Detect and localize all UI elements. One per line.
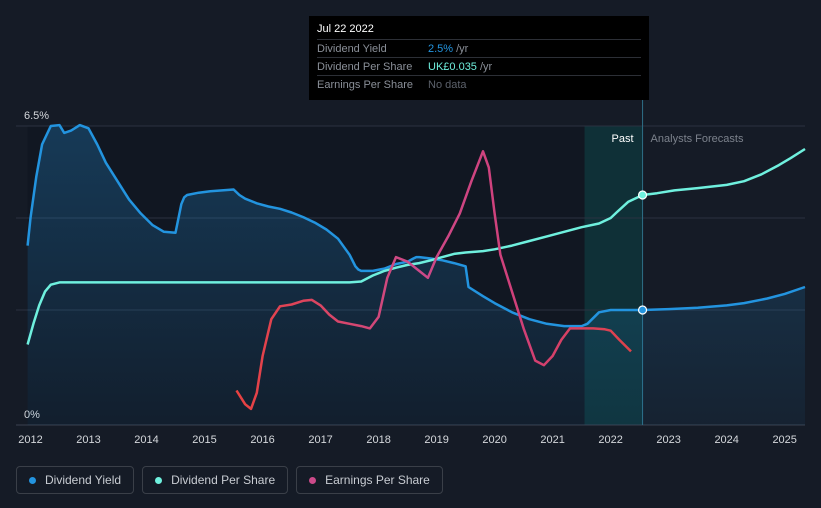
tooltip-unit: /yr bbox=[456, 42, 469, 55]
y-axis-top-label: 6.5% bbox=[24, 110, 49, 122]
tooltip-date: Jul 22 2022 bbox=[317, 23, 374, 35]
legend-dot-icon bbox=[29, 476, 36, 484]
legend-label: Earnings Per Share bbox=[325, 473, 430, 487]
tooltip-label: Dividend Per Share bbox=[317, 60, 413, 73]
tooltip-value: UK£0.035 bbox=[428, 60, 477, 73]
legend-label: Dividend Yield bbox=[45, 473, 122, 487]
dividend-per-share-line bbox=[26, 147, 806, 345]
earnings-per-share-line bbox=[235, 150, 632, 411]
dividend-yield-area bbox=[27, 125, 806, 425]
hover-marker bbox=[637, 190, 648, 200]
x-tick-label: 2021 bbox=[540, 434, 564, 446]
x-tick-label: 2015 bbox=[192, 434, 216, 446]
x-tick-label: 2012 bbox=[18, 434, 42, 446]
tooltip-label: Earnings Per Share bbox=[317, 78, 413, 91]
legend-dot-icon bbox=[309, 476, 317, 484]
tooltip-panel: Jul 22 2022 Dividend Yield 2.5% /yr Divi… bbox=[309, 16, 649, 100]
x-tick-label: 2025 bbox=[772, 434, 796, 446]
legend-item-dividend-yield[interactable]: Dividend Yield bbox=[16, 466, 135, 494]
tooltip-row-yield: Dividend Yield 2.5% /yr bbox=[317, 39, 641, 57]
x-tick-label: 2024 bbox=[714, 434, 738, 446]
x-tick-label: 2019 bbox=[424, 434, 448, 446]
x-tick-label: 2023 bbox=[656, 434, 680, 446]
x-tick-label: 2016 bbox=[250, 434, 274, 446]
past-label: Past bbox=[612, 133, 634, 145]
forecast-label: Analysts Forecasts bbox=[651, 133, 744, 145]
tooltip-label: Dividend Yield bbox=[317, 42, 387, 55]
tooltip-value: 2.5% bbox=[428, 42, 454, 55]
tooltip-row-dps: Dividend Per Share UK£0.035 /yr bbox=[317, 57, 641, 75]
tooltip-row-eps: Earnings Per Share No data bbox=[317, 75, 641, 93]
tooltip-value: No data bbox=[428, 78, 467, 91]
legend-dot-icon bbox=[155, 476, 163, 484]
legend-item-earnings-per-share[interactable]: Earnings Per Share bbox=[296, 466, 443, 494]
legend-label: Dividend Per Share bbox=[171, 473, 276, 487]
hover-marker bbox=[637, 305, 648, 315]
x-tick-label: 2017 bbox=[308, 434, 332, 446]
dividend-yield-line bbox=[26, 123, 806, 328]
tooltip-unit: /yr bbox=[479, 60, 493, 73]
x-tick-label: 2020 bbox=[482, 434, 506, 446]
x-tick-label: 2014 bbox=[134, 434, 158, 446]
legend-item-dividend-per-share[interactable]: Dividend Per Share bbox=[142, 466, 289, 494]
x-tick-label: 2013 bbox=[76, 434, 100, 446]
x-tick-label: 2022 bbox=[598, 434, 622, 446]
x-tick-label: 2018 bbox=[366, 434, 390, 446]
legend: Dividend Yield Dividend Per Share Earnin… bbox=[16, 466, 443, 494]
